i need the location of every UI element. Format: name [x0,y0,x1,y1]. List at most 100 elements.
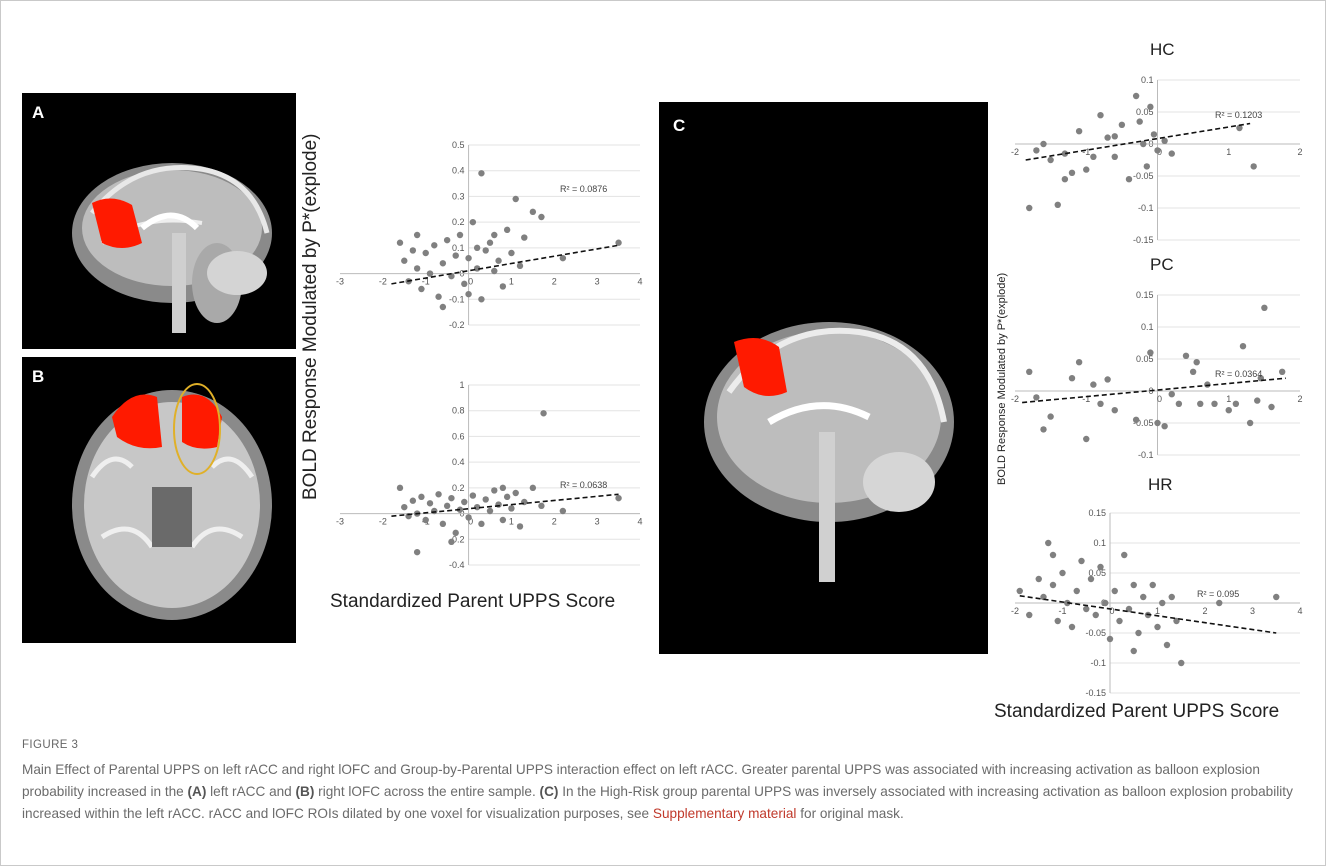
data-point [1121,551,1128,559]
supplementary-link[interactable]: Supplementary material [652,806,797,821]
data-point [1040,593,1047,601]
data-point [1111,587,1118,595]
y-tick-label: 0.8 [452,406,465,416]
data-point [615,494,622,502]
data-point [1161,423,1168,430]
chart-title-hr: HR [1148,475,1173,494]
data-point [1154,419,1161,427]
data-point [516,262,524,270]
data-point [491,231,498,239]
data-point [1140,593,1147,601]
data-point [1246,419,1254,427]
r-squared-label: R² = 0.0364 [1215,369,1262,379]
left-x-axis-label: Standardized Parent UPPS Score [330,591,616,612]
data-point [615,239,622,246]
y-tick-label: 0.6 [452,431,465,441]
data-point [409,247,417,254]
x-tick-label: -2 [1011,147,1019,157]
data-point [1136,118,1143,125]
data-point [1149,581,1156,589]
data-point [1083,605,1090,613]
data-point [1075,359,1083,366]
data-point [1154,147,1161,154]
y-tick-label: -0.2 [449,534,465,544]
x-tick-label: -3 [336,517,344,527]
data-point [1130,647,1137,655]
y-tick-label: -0.15 [1133,235,1154,245]
data-point [1035,575,1042,583]
data-point [1090,381,1097,388]
data-point [1061,176,1069,183]
data-point [1268,403,1275,411]
data-point [538,502,545,510]
data-point [1026,368,1033,375]
x-tick-label: 4 [637,517,642,527]
y-tick-label: 0.1 [1093,538,1106,548]
data-point [499,283,507,290]
figure-label: FIGURE 3 [22,739,79,751]
y-tick-label: -0.1 [1138,203,1154,213]
data-point [443,236,451,244]
data-point [1193,359,1200,366]
data-point [1140,140,1147,148]
data-point [1054,617,1061,625]
data-point [499,516,507,524]
y-tick-label: 1 [460,380,465,390]
data-point [482,247,489,254]
x-tick-label: 1 [1226,147,1231,157]
data-point [1150,131,1158,138]
data-point [1083,166,1090,173]
data-point [559,507,567,515]
x-tick-label: 3 [595,277,600,287]
y-tick-label: 0.1 [452,243,465,253]
data-point [503,493,511,501]
sagittal-brain-a [72,163,272,333]
data-point [1168,593,1175,601]
data-point [491,487,498,494]
data-point [469,218,477,226]
data-point [431,507,438,515]
data-point [1068,623,1076,631]
x-tick-label: 4 [1297,606,1302,616]
data-point [1026,204,1033,212]
panel-a-letter: A [32,103,45,122]
data-point [439,303,447,311]
y-tick-label: 0.3 [452,191,465,201]
trend-line [391,493,619,517]
data-point [1261,304,1268,311]
data-point [1273,593,1280,601]
data-point [1033,147,1040,154]
x-tick-label: 3 [595,517,600,527]
data-point [401,503,408,511]
data-point [401,257,408,264]
data-point [1125,605,1133,613]
data-point [396,239,404,246]
r-squared-label: R² = 0.0876 [560,184,607,194]
y-tick-label: -0.1 [449,294,465,304]
y-tick-label: 0.1 [1141,322,1154,332]
data-point [1116,617,1123,625]
data-point [1102,599,1109,607]
data-point [465,514,472,521]
data-point [1278,368,1286,375]
x-tick-label: -2 [1011,606,1019,616]
y-tick-label: 0.2 [452,483,465,493]
data-point [491,267,498,275]
trend-line [1019,595,1277,634]
data-point [503,226,511,234]
data-point [529,484,537,492]
data-point [1040,140,1047,148]
data-point [478,296,485,303]
data-point [1092,611,1099,619]
data-point [1125,176,1133,183]
y-tick-label: -0.1 [1138,450,1154,460]
data-point [559,254,567,262]
x-tick-label: 0 [468,517,473,527]
y-tick-label: -0.2 [449,320,465,330]
data-point [1197,400,1204,407]
data-point [508,249,515,257]
caption-text-1: Main Effect of Parental UPPS on left rAC… [22,762,1260,799]
data-point [1178,659,1185,667]
